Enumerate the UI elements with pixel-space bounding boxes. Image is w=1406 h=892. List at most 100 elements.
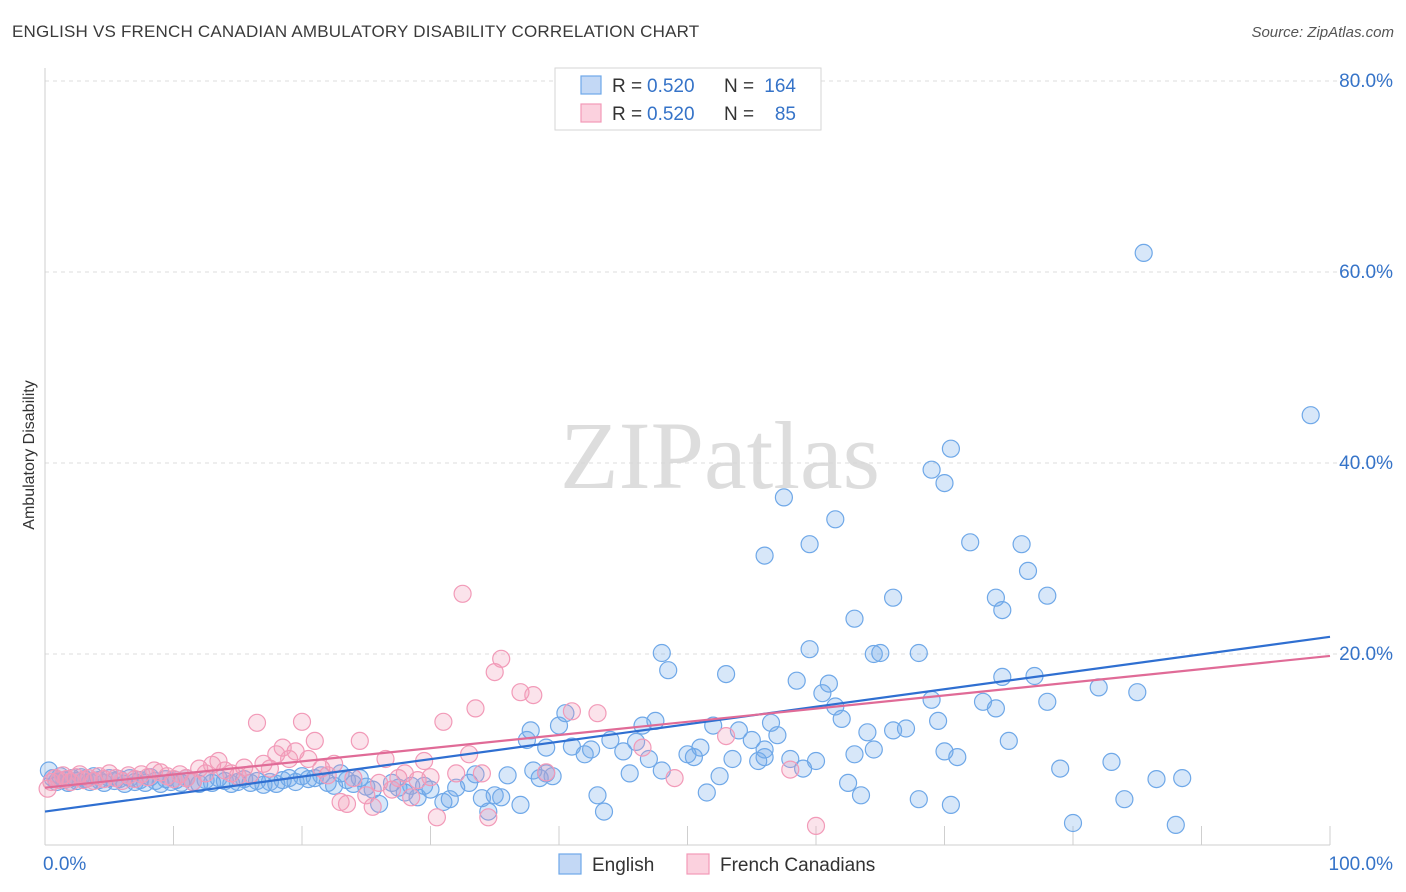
french-canadian-point-82 [716,726,736,746]
english-point-161 [883,588,903,607]
english-point-132 [896,719,916,738]
english-point-94 [620,764,639,783]
english-point-162 [922,460,941,479]
english-point-108 [723,749,742,769]
english-point-112 [755,747,774,767]
french-canadian-trend-line [44,654,1331,789]
english-point-133 [909,790,928,809]
stats-legend-english-swatch [580,75,602,95]
stats-legend-english-r-value: 0.520 [647,76,695,97]
english-point-172 [864,644,883,664]
french-canadian-point-70 [466,699,485,718]
english-point-167 [1012,535,1031,554]
french-canadian-point-77 [537,763,556,782]
english-point-117 [787,671,806,690]
english-point-121 [813,684,832,703]
english-point-151 [1115,790,1134,809]
y-tick-label-2: 60.0% [1339,262,1393,283]
series-legend: English French Canadians [558,853,875,876]
english-point-155 [1173,768,1192,788]
french-canadian-point-53 [350,731,369,751]
stats-legend-french-swatch [580,103,602,123]
french-canadian-point-64 [421,768,440,787]
trend-lines [44,635,1331,813]
english-point-128 [858,723,877,742]
english-point-66 [421,780,440,799]
french-canadian-point-68 [453,584,472,603]
french-canadian-point-74 [492,649,511,668]
french-canadian-point-57 [376,749,395,769]
english-point-156 [755,546,774,565]
english-point-150 [1102,752,1121,772]
legend-english-swatch [558,853,582,875]
english-point-147 [1051,759,1070,778]
english-point-104 [697,783,716,802]
french-canadian-point-46 [305,731,324,751]
english-point-171 [909,643,928,663]
english-point-101 [652,643,671,663]
tick-labels: 20.0% 40.0% 60.0% 80.0% 0.0% 100.0% [43,71,1393,875]
english-point-159 [826,510,845,529]
english-point-119 [800,640,819,659]
english-point-164 [941,439,961,458]
legend-french-label: French Canadians [720,855,875,876]
english-point-141 [986,699,1006,718]
english-point-143 [999,731,1018,751]
english-point-126 [845,745,864,764]
english-point-103 [691,738,710,757]
english-point-170 [1301,406,1320,425]
english-point-169 [1134,243,1153,262]
french-canadian-point-44 [292,712,312,731]
legend-french-swatch [686,853,710,875]
english-point-153 [1147,769,1166,789]
english-point-168 [1038,586,1057,605]
french-canadian-point-67 [447,764,466,783]
english-point-158 [800,535,819,554]
english-point-152 [1128,683,1147,702]
french-canadian-point-58 [382,780,402,799]
y-tick-label-1: 40.0% [1339,453,1393,474]
french-canadian-point-80 [633,738,652,757]
french-canadian-point-51 [337,794,357,814]
grid-lines [45,80,1392,655]
english-point-157 [774,488,794,507]
stats-legend-french-n-value: 85 [775,104,796,125]
stats-legend-english-r-label: R = [612,76,642,97]
english-point-107 [716,664,736,684]
french-canadian-point-55 [363,797,382,816]
source-label: Source: ZipAtlas.com [1251,24,1394,41]
french-canadian-point-83 [781,760,800,779]
english-point-125 [838,773,858,793]
french-canadian-point-76 [524,685,543,705]
stats-legend-french-r-value: 0.520 [647,104,695,125]
french-canadian-point-50 [331,792,350,812]
french-canadian-point-61 [402,788,421,807]
french-canadian-point-84 [806,816,826,836]
english-point-139 [961,533,980,552]
english-point-137 [941,795,961,815]
english-point-110 [742,730,761,750]
french-canadian-point-71 [472,764,491,783]
english-point-154 [1166,815,1185,835]
english-trend-line [44,635,1331,813]
y-axis-label: Ambulatory Disability [21,380,38,529]
english-point-166 [986,588,1006,607]
english-point-135 [928,711,948,731]
english-point-130 [871,643,890,663]
english-point-124 [832,709,851,729]
x-tick-label-0: 0.0% [43,854,86,875]
english-point-129 [864,740,883,759]
stats-legend: R = 0.520 N = 164 R = 0.520 N = 85 [554,67,822,131]
english-point-116 [781,749,800,769]
english-point-74 [485,786,504,805]
english-point-68 [440,790,459,809]
english-point-86 [556,704,575,723]
french-canadian-point-66 [434,712,453,731]
french-canadian-point-54 [357,786,376,805]
english-point-148 [1063,813,1083,833]
english-point-122 [819,674,839,693]
english-point-77 [511,795,530,815]
english-point-163 [935,474,954,493]
english-point-114 [755,740,774,759]
